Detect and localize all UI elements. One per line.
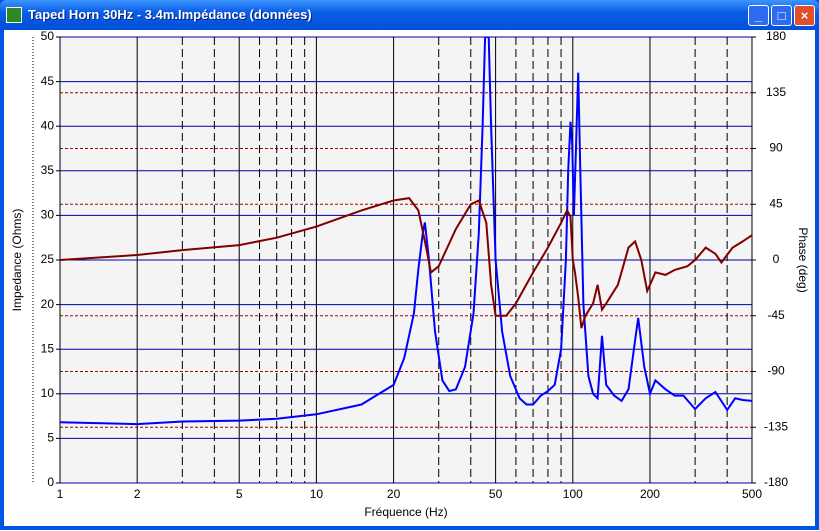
y-tick-label: 20 bbox=[41, 297, 55, 311]
y-tick-label: 10 bbox=[41, 386, 55, 400]
series-line bbox=[60, 197, 752, 329]
x-axis-label: Fréquence (Hz) bbox=[364, 505, 447, 519]
y-tick-label: 50 bbox=[41, 30, 55, 43]
x-tick-label: 10 bbox=[310, 487, 324, 501]
y-axis-label: Impedance (Ohms) bbox=[10, 209, 24, 312]
y2-tick-label: -135 bbox=[764, 419, 788, 433]
chart: Impedance (Ohms) Phase (deg) Fréquence (… bbox=[10, 29, 810, 519]
y-tick-label: 35 bbox=[41, 163, 55, 177]
y-tick-label: 0 bbox=[47, 475, 54, 489]
y2-tick-label: -90 bbox=[767, 364, 785, 378]
x-tick-label: 200 bbox=[640, 487, 660, 501]
minimize-button[interactable]: _ bbox=[748, 5, 769, 26]
x-tick-label: 20 bbox=[387, 487, 401, 501]
y-tick-label: 30 bbox=[41, 208, 55, 222]
x-tick-label: 1 bbox=[57, 487, 64, 501]
y2-axis-label: Phase (deg) bbox=[796, 227, 810, 292]
y-tick-label: 5 bbox=[47, 431, 54, 445]
title-bar: Taped Horn 30Hz - 3.4m.Impédance (donnée… bbox=[0, 0, 819, 30]
y2-tick-label: 180 bbox=[766, 30, 786, 43]
x-tick-label: 5 bbox=[236, 487, 243, 501]
x-tick-label: 2 bbox=[134, 487, 141, 501]
client-area: Impedance (Ohms) Phase (deg) Fréquence (… bbox=[4, 29, 815, 526]
y2-tick-label: 135 bbox=[766, 85, 786, 99]
y2-tick-label: -45 bbox=[767, 308, 785, 322]
x-tick-label: 100 bbox=[563, 487, 583, 501]
window-title: Taped Horn 30Hz - 3.4m.Impédance (donnée… bbox=[28, 7, 312, 22]
y-tick-label: 45 bbox=[41, 74, 55, 88]
y-tick-label: 25 bbox=[41, 252, 55, 266]
y2-tick-label: 45 bbox=[769, 196, 783, 210]
y2-tick-label: 0 bbox=[773, 252, 780, 266]
close-button[interactable]: × bbox=[794, 5, 815, 26]
maximize-button[interactable]: □ bbox=[771, 5, 792, 26]
y2-tick-label: -180 bbox=[764, 475, 788, 489]
app-icon bbox=[6, 7, 22, 23]
y2-tick-label: 90 bbox=[769, 141, 783, 155]
x-tick-label: 500 bbox=[742, 487, 762, 501]
x-tick-label: 50 bbox=[489, 487, 503, 501]
y-tick-label: 15 bbox=[41, 341, 55, 355]
y-tick-label: 40 bbox=[41, 118, 55, 132]
